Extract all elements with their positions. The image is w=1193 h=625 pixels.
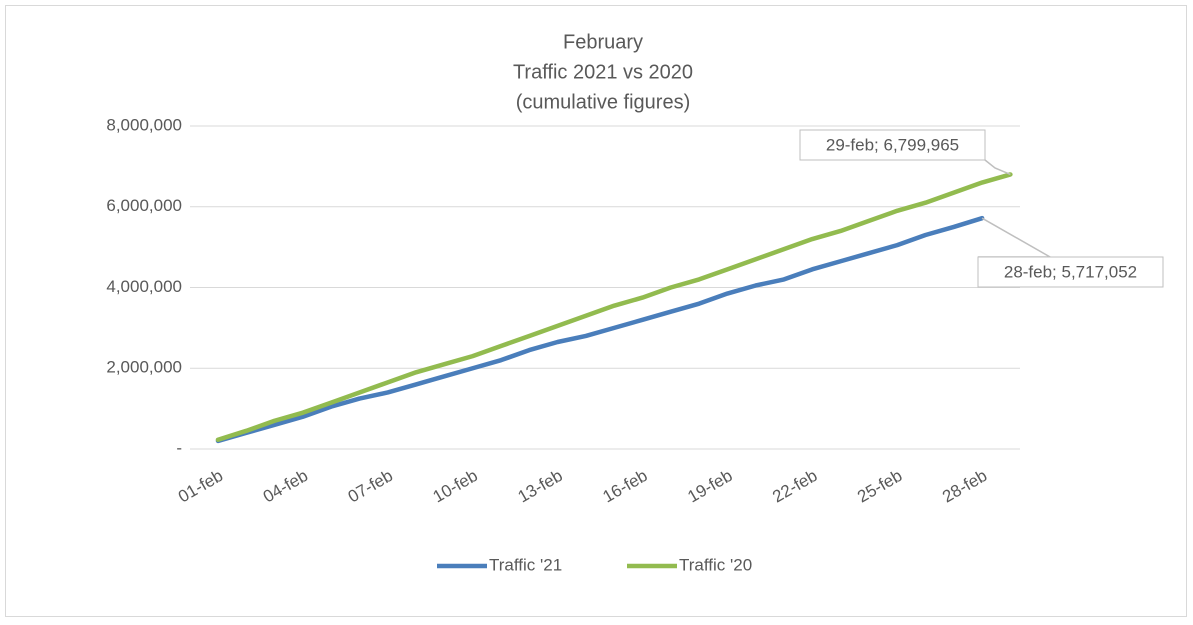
data-label-box bbox=[977, 256, 1164, 288]
data-label-box bbox=[799, 129, 986, 161]
chart-title: Traffic 2021 vs 2020 bbox=[513, 61, 693, 83]
series-line bbox=[215, 215, 985, 444]
leader-line bbox=[984, 159, 1011, 176]
data-label: 29-feb; 6,799,965 bbox=[826, 135, 959, 154]
legend-label: Traffic '21 bbox=[489, 555, 562, 574]
y-tick-label: 2,000,000 bbox=[106, 358, 182, 377]
data-label: 28-feb; 5,717,052 bbox=[1004, 262, 1137, 281]
y-tick-label: 4,000,000 bbox=[106, 277, 182, 296]
chart-title: February bbox=[563, 31, 643, 53]
y-tick-label: 8,000,000 bbox=[106, 115, 182, 134]
chart-title: (cumulative figures) bbox=[516, 91, 691, 113]
legend-label: Traffic '20 bbox=[679, 555, 752, 574]
y-tick-label: - bbox=[176, 438, 182, 457]
series-line bbox=[215, 172, 1013, 442]
y-tick-label: 6,000,000 bbox=[106, 196, 182, 215]
